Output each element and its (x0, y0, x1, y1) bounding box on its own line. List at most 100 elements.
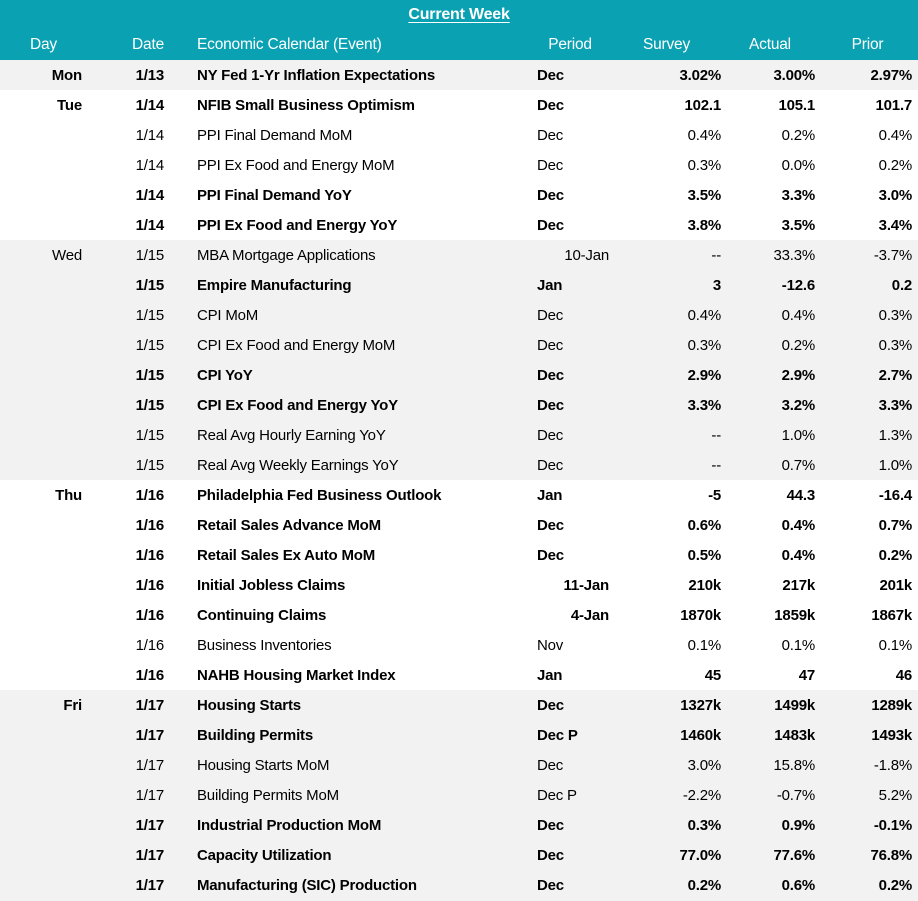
date-cell: 1/14 (135, 96, 165, 114)
period-cell: Dec P (537, 786, 577, 804)
prior-cell: 2.7% (878, 366, 913, 384)
period-cell: Dec (537, 546, 564, 564)
actual-cell: 0.7% (781, 456, 816, 474)
table-row: 1/14 PPI Final Demand YoY Dec 3.5% 3.3% … (0, 180, 918, 210)
period-cell: Dec (537, 96, 564, 114)
period-cell: 4-Jan (570, 606, 609, 624)
actual-cell: 0.4% (781, 516, 816, 534)
table-row: Wed 1/15 MBA Mortgage Applications 10-Ja… (0, 240, 918, 270)
actual-cell: 77.6% (773, 846, 815, 864)
day-cell (0, 630, 95, 660)
day-cell: Wed (52, 246, 82, 264)
survey-cell: 1460k (680, 726, 721, 744)
actual-cell: 1499k (774, 696, 815, 714)
day-cell (0, 120, 95, 150)
day-cell (0, 600, 95, 630)
day-cell: Fri (63, 696, 82, 714)
date-cell: 1/16 (135, 516, 165, 534)
date-cell: 1/16 (135, 666, 165, 684)
prior-cell: 0.2% (878, 156, 913, 174)
survey-cell: 3.3% (687, 396, 722, 414)
prior-cell: 5.2% (878, 786, 913, 804)
table-row: 1/17 Housing Starts MoM Dec 3.0% 15.8% -… (0, 750, 918, 780)
date-cell: 1/14 (135, 186, 165, 204)
actual-cell: 33.3% (773, 246, 815, 264)
date-cell: 1/15 (135, 246, 165, 264)
survey-cell: 0.1% (687, 636, 722, 654)
date-cell: 1/15 (135, 366, 165, 384)
prior-cell: 0.3% (878, 336, 913, 354)
actual-cell: 3.00% (773, 66, 815, 84)
period-cell: Jan (537, 276, 563, 294)
actual-cell: 1859k (774, 606, 815, 624)
period-cell: Dec (537, 186, 564, 204)
date-cell: 1/14 (135, 126, 165, 144)
event-cell: Continuing Claims (197, 606, 327, 624)
prior-cell: 1493k (871, 726, 913, 744)
date-cell: 1/17 (135, 726, 165, 744)
date-cell: 1/17 (135, 756, 165, 774)
survey-cell: -- (711, 246, 721, 264)
prior-cell: 0.3% (878, 306, 913, 324)
day-cell (0, 510, 95, 540)
prior-cell: 0.1% (878, 636, 913, 654)
column-header-prior: Prior (817, 30, 918, 60)
event-cell: NFIB Small Business Optimism (197, 96, 415, 114)
date-cell: 1/13 (135, 66, 165, 84)
actual-cell: 0.4% (781, 546, 816, 564)
table-row: 1/15 CPI Ex Food and Energy YoY Dec 3.3%… (0, 390, 918, 420)
period-cell: Dec (537, 516, 564, 534)
actual-cell: 0.4% (781, 306, 816, 324)
period-cell: Dec (537, 696, 564, 714)
prior-cell: -3.7% (873, 246, 913, 264)
survey-cell: 77.0% (679, 846, 721, 864)
table-row: 1/14 PPI Ex Food and Energy MoM Dec 0.3%… (0, 150, 918, 180)
period-cell: Dec (537, 846, 564, 864)
actual-cell: 15.8% (773, 756, 815, 774)
actual-cell: 1.0% (781, 426, 816, 444)
prior-cell: 2.97% (870, 66, 913, 84)
actual-cell: 217k (782, 576, 815, 594)
table-row: 1/15 CPI Ex Food and Energy MoM Dec 0.3%… (0, 330, 918, 360)
actual-cell: 2.9% (781, 366, 816, 384)
survey-cell: -5 (708, 486, 721, 504)
day-cell (0, 420, 95, 450)
period-cell: Jan (537, 486, 563, 504)
period-cell: Dec (537, 336, 564, 354)
survey-cell: 0.3% (687, 336, 722, 354)
day-cell (0, 840, 95, 870)
survey-cell: 3.0% (687, 756, 722, 774)
day-cell (0, 450, 95, 480)
day-cell: Tue (57, 96, 82, 114)
event-cell: Real Avg Hourly Earning YoY (197, 426, 386, 444)
prior-cell: 1867k (871, 606, 913, 624)
table-row: 1/14 PPI Ex Food and Energy YoY Dec 3.8%… (0, 210, 918, 240)
date-cell: 1/16 (135, 546, 165, 564)
column-header-date: Date (95, 30, 167, 60)
event-cell: PPI Ex Food and Energy MoM (197, 156, 395, 174)
date-cell: 1/16 (135, 486, 165, 504)
event-cell: NAHB Housing Market Index (197, 666, 396, 684)
table-row: 1/16 Continuing Claims 4-Jan 1870k 1859k… (0, 600, 918, 630)
day-cell (0, 330, 95, 360)
table-row: Tue 1/14 NFIB Small Business Optimism De… (0, 90, 918, 120)
survey-cell: -- (711, 456, 721, 474)
event-cell: MBA Mortgage Applications (197, 246, 376, 264)
prior-cell: 0.7% (878, 516, 913, 534)
period-cell: 10-Jan (564, 246, 609, 264)
table-row: 1/17 Building Permits Dec P 1460k 1483k … (0, 720, 918, 750)
actual-cell: -12.6 (781, 276, 815, 294)
event-cell: Housing Starts (197, 696, 301, 714)
prior-cell: 0.2% (878, 546, 913, 564)
date-cell: 1/15 (135, 456, 165, 474)
table-row: 1/16 Initial Jobless Claims 11-Jan 210k … (0, 570, 918, 600)
event-cell: Real Avg Weekly Earnings YoY (197, 456, 399, 474)
table-row: 1/15 Empire Manufacturing Jan 3 -12.6 0.… (0, 270, 918, 300)
table-row: 1/17 Industrial Production MoM Dec 0.3% … (0, 810, 918, 840)
event-cell: CPI Ex Food and Energy MoM (197, 336, 396, 354)
table-row: 1/17 Capacity Utilization Dec 77.0% 77.6… (0, 840, 918, 870)
table-row: 1/16 Retail Sales Ex Auto MoM Dec 0.5% 0… (0, 540, 918, 570)
event-cell: Retail Sales Advance MoM (197, 516, 381, 534)
event-cell: Philadelphia Fed Business Outlook (197, 486, 442, 504)
